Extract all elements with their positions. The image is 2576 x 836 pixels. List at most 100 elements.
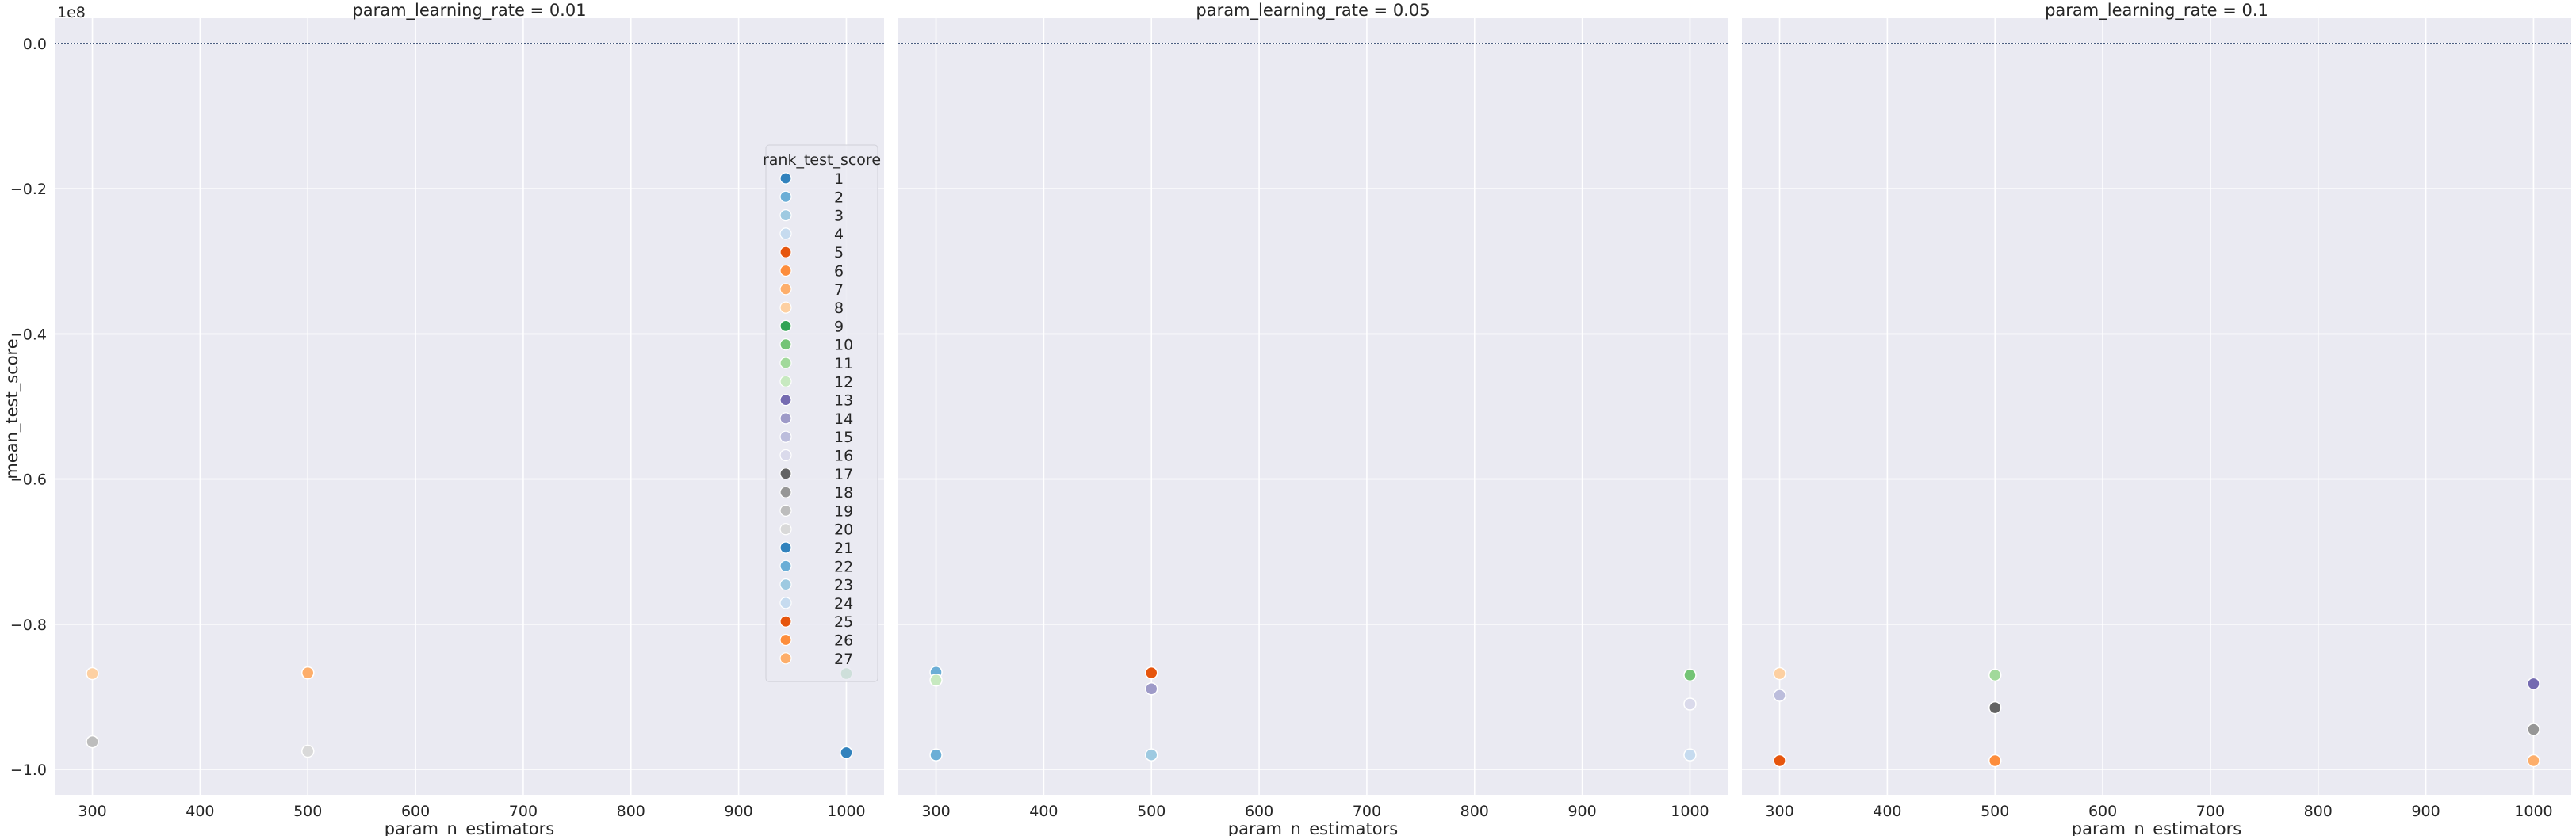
- x-tick-label: 400: [1873, 803, 1901, 820]
- scatter-point: [1144, 682, 1158, 696]
- scatter-point: [1144, 748, 1158, 762]
- x-tick-label: 300: [78, 803, 106, 820]
- legend-marker: [779, 523, 792, 536]
- panels-layer: param_learning_rate = 0.01 300 400 500 600 70…: [10, 1, 2571, 836]
- y-tick-label: −0.6: [10, 471, 47, 489]
- legend-label: 26: [834, 632, 853, 650]
- legend-marker: [779, 449, 792, 462]
- x-tick-label: 700: [509, 803, 538, 820]
- x-tick-label: 400: [1029, 803, 1058, 820]
- scatter-point: [2527, 723, 2540, 736]
- scatter-point: [300, 666, 315, 680]
- legend-label: 10: [834, 337, 853, 354]
- legend-marker: [779, 246, 792, 258]
- legend-marker: [779, 504, 792, 517]
- legend-label: 14: [834, 410, 853, 428]
- legend-label: 15: [834, 429, 853, 446]
- legend-label: 4: [834, 226, 844, 243]
- y-tick-label: −0.8: [10, 617, 47, 634]
- scatter-point: [1683, 748, 1697, 762]
- y-tick-label: −0.4: [10, 326, 47, 343]
- scatter-point: [929, 674, 943, 687]
- legend-marker: [779, 283, 792, 296]
- legend-label: 25: [834, 613, 853, 631]
- x-tick-label: 400: [186, 803, 214, 820]
- legend-marker: [779, 394, 792, 407]
- legend-marker: [779, 652, 792, 665]
- legend-label: 2: [834, 189, 844, 206]
- panel-title: param_learning_rate = 0.1: [2045, 1, 2268, 21]
- legend-marker: [779, 209, 792, 222]
- panel-3: param_learning_rate = 0.1 300 400 500 600 700…: [1742, 1, 2571, 836]
- scatter-point: [1144, 666, 1158, 680]
- panel-title: param_learning_rate = 0.01: [352, 1, 586, 21]
- legend-marker: [779, 338, 792, 351]
- x-tick-label: 800: [2304, 803, 2333, 820]
- scatter-point: [929, 748, 943, 762]
- legend-label: 22: [834, 558, 853, 575]
- legend-marker: [779, 633, 792, 647]
- legend-label: 18: [834, 484, 853, 502]
- x-tick-label: 600: [1245, 803, 1273, 820]
- x-tick-label: 900: [1567, 803, 1596, 820]
- x-tick-label: 800: [1460, 803, 1489, 820]
- legend-marker: [779, 319, 792, 332]
- x-tick-label: 300: [921, 803, 950, 820]
- legend-label: 5: [834, 244, 844, 261]
- plot-background: [1742, 18, 2571, 795]
- legend-marker: [779, 301, 792, 314]
- legend-label: 20: [834, 521, 853, 539]
- legend-marker: [779, 172, 792, 185]
- x-axis-label: param_n_estimators: [2072, 819, 2241, 836]
- legend-label: 8: [834, 300, 844, 317]
- legend-marker: [779, 541, 792, 554]
- scatter-point: [86, 735, 99, 749]
- legend-label: 17: [834, 466, 853, 483]
- legend-label: 12: [834, 373, 853, 391]
- scatter-point: [1988, 668, 2002, 682]
- legend-marker: [779, 227, 792, 240]
- legend-label: 19: [834, 502, 853, 520]
- legend-label: 11: [834, 355, 853, 372]
- legend-marker: [779, 468, 792, 480]
- legend-marker: [779, 190, 792, 203]
- legend-label: 21: [834, 540, 853, 557]
- scatter-point: [1683, 668, 1697, 682]
- legend-marker: [779, 412, 792, 425]
- scatter-point: [2527, 677, 2540, 691]
- legend-frame: [765, 144, 878, 682]
- x-tick-label: 900: [2411, 803, 2440, 820]
- panel-2: param_learning_rate = 0.05 300 400 500 600 70…: [898, 1, 1728, 836]
- scatter-point: [2527, 754, 2540, 768]
- x-axis-label: param_n_estimators: [1228, 819, 1398, 836]
- legend-marker: [779, 578, 792, 591]
- plot-background: [55, 18, 884, 795]
- legend-label: 24: [834, 595, 853, 613]
- x-tick-label: 500: [1137, 803, 1166, 820]
- y-axis-label: mean_test_score: [2, 338, 22, 479]
- legend-label: 3: [834, 208, 844, 225]
- legend-marker: [779, 357, 792, 369]
- legend: rank_test_score1234567891011121314151617…: [763, 144, 881, 682]
- x-tick-label: 500: [293, 803, 322, 820]
- legend-marker: [779, 375, 792, 387]
- x-tick-label: 1000: [2514, 803, 2552, 820]
- scatter-point: [1988, 700, 2002, 715]
- legend-marker: [779, 615, 792, 628]
- y-tick-label: −1.0: [10, 762, 47, 779]
- scatter-point: [1773, 689, 1786, 702]
- x-tick-label: 700: [2196, 803, 2225, 820]
- panel-title: param_learning_rate = 0.05: [1196, 1, 1430, 21]
- legend-label: 1: [834, 170, 844, 188]
- scatter-point: [86, 666, 99, 681]
- legend-label: 27: [834, 651, 853, 668]
- legend-label: 16: [834, 448, 853, 465]
- legend-marker: [779, 264, 792, 277]
- scatter-point: [300, 744, 315, 758]
- legend-marker: [779, 430, 792, 443]
- y-tick-label: −0.2: [10, 181, 47, 198]
- x-axis-label: param_n_estimators: [385, 819, 554, 836]
- plot-background: [898, 18, 1728, 795]
- x-tick-label: 900: [724, 803, 752, 820]
